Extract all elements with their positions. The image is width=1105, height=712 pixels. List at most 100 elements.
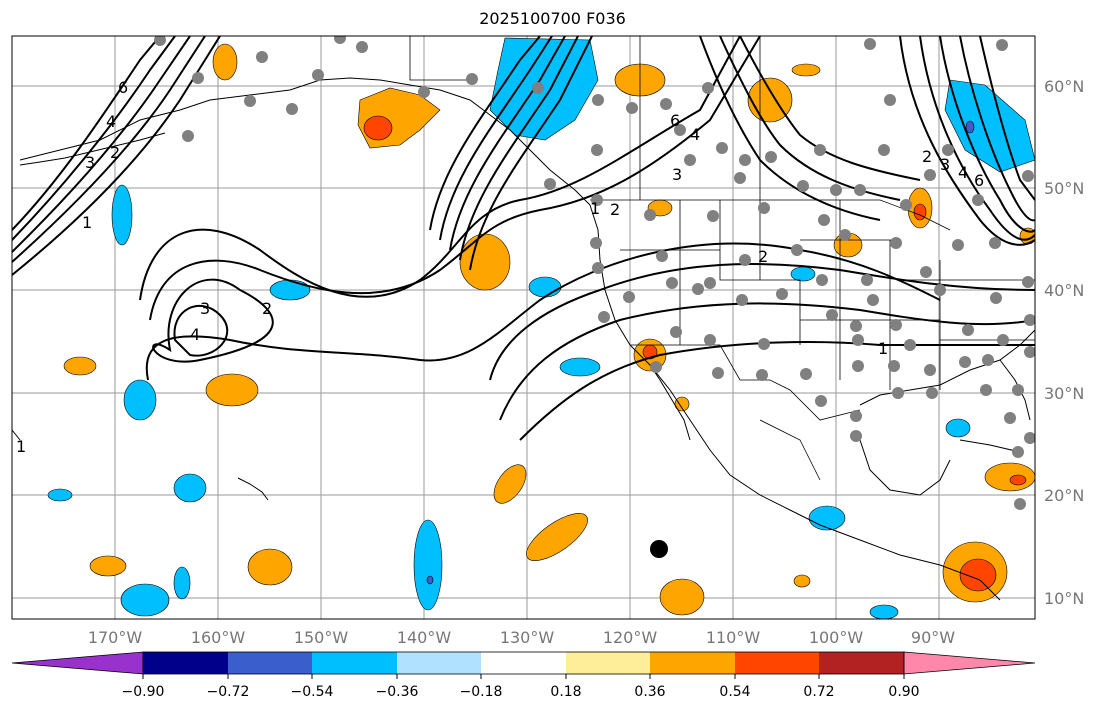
colorbar-segment <box>650 652 735 674</box>
contour-label: 3 <box>672 165 682 184</box>
positive-anomaly-region <box>674 396 690 412</box>
contour-line <box>459 36 579 261</box>
contour-line <box>12 36 221 276</box>
positive-anomaly-region <box>526 513 588 561</box>
contour-line <box>739 36 921 181</box>
negative-anomaly-region <box>869 604 899 619</box>
colorbar-segment <box>735 652 819 674</box>
colorbar-max-extension <box>903 651 1036 675</box>
colorbar-tick-label: 0.54 <box>719 684 750 700</box>
colorbar-tick-label: −0.18 <box>460 684 503 700</box>
colorbar-segment <box>481 652 566 674</box>
longitude-label: 120°W <box>603 628 658 647</box>
latitude-axis: 60°N 50°N 40°N 30°N 20°N 10°N <box>1044 77 1084 608</box>
cuba <box>959 439 1021 453</box>
longitude-label: 100°W <box>809 628 864 647</box>
latitude-label: 20°N <box>1044 486 1084 505</box>
positive-anomaly-region <box>205 373 259 407</box>
colorbar-ticks <box>142 674 905 679</box>
contour-label: 3 <box>200 299 210 318</box>
strong-negative-anomaly <box>965 120 975 134</box>
latitude-label: 50°N <box>1044 179 1084 198</box>
positive-anomaly-region <box>747 77 793 123</box>
us-canada-border <box>590 199 951 231</box>
colorbar-tick-label: −0.36 <box>376 684 419 700</box>
station-markers <box>154 36 1035 510</box>
negative-anomaly-region <box>173 473 207 503</box>
negative-anomaly-region <box>790 266 816 282</box>
contour-label: 1 <box>590 199 600 218</box>
longitude-axis: 170°W 160°W 150°W 140°W 130°W 120°W 110°… <box>88 628 955 647</box>
latitude-label: 10°N <box>1044 589 1084 608</box>
contour-line <box>449 36 566 251</box>
gulf-of-mexico-coast <box>859 329 1035 406</box>
canada-province-line <box>409 36 470 81</box>
negative-anomaly-region <box>559 357 601 377</box>
contour-line <box>145 242 941 381</box>
us-mexico-border <box>630 344 861 421</box>
longitude-label: 90°W <box>911 628 955 647</box>
contour-line <box>439 36 553 241</box>
contour-line <box>699 36 881 221</box>
colorbar-segment <box>397 652 481 674</box>
longitude-label: 110°W <box>706 628 761 647</box>
contour-line <box>173 304 229 357</box>
strong-negative-anomaly <box>426 575 434 585</box>
contour-label: 4 <box>958 163 968 182</box>
longitude-label: 140°W <box>397 628 452 647</box>
west-coast-outline <box>12 429 21 441</box>
contour-label: 1 <box>878 339 888 358</box>
negative-anomaly-region <box>944 79 1035 173</box>
negative-anomaly-region <box>528 276 562 298</box>
storm-center-marker <box>650 540 668 558</box>
contour-label: 2 <box>758 247 768 266</box>
positive-anomaly-region <box>212 43 238 81</box>
colorbar-tick-label: −0.54 <box>291 684 334 700</box>
contour-line <box>469 36 593 271</box>
colorbar-tick-label: 0.72 <box>803 684 834 700</box>
contour-label: 2 <box>922 147 932 166</box>
longitude-label: 160°W <box>191 628 246 647</box>
contour-line <box>489 263 1035 381</box>
colorbar-tick-label: 0.18 <box>550 684 581 700</box>
longitude-label: 150°W <box>294 628 349 647</box>
positive-anomaly-region <box>247 548 293 586</box>
positive-anomaly-region <box>984 462 1035 492</box>
colorbar-outline <box>142 651 905 675</box>
strong-positive-anomaly <box>363 115 393 141</box>
longitude-label: 170°W <box>88 628 143 647</box>
contour-line <box>939 36 1035 233</box>
positive-anomaly-region <box>659 578 705 616</box>
contour-line <box>519 341 1035 441</box>
negative-anomaly-region <box>173 566 191 600</box>
map-title: 2025100700 F036 <box>479 9 626 28</box>
colorbar-segment <box>819 652 904 674</box>
colorbar-min-extension <box>11 651 144 675</box>
contour-line <box>429 36 541 231</box>
contour-label: 4 <box>690 125 700 144</box>
mexico-state-line <box>759 419 821 481</box>
contour-label: 4 <box>106 112 116 131</box>
contour-line <box>12 36 161 231</box>
contour-label: 4 <box>190 325 200 344</box>
contour-label: 3 <box>940 155 950 174</box>
north-america-west-coast <box>589 204 1001 601</box>
contour-line <box>12 36 206 263</box>
contour-label: 1 <box>82 213 92 232</box>
colorbar-tick-label: −0.72 <box>207 684 250 700</box>
negative-anomaly-region <box>120 583 170 617</box>
contour-label: 2 <box>110 143 120 162</box>
positive-anomaly-region <box>791 63 821 77</box>
strong-positive-anomaly <box>1009 474 1027 486</box>
negative-anomaly-region <box>945 418 971 438</box>
latitude-label: 30°N <box>1044 384 1084 403</box>
colorbar-tick-label: −0.90 <box>122 684 165 700</box>
contour-lines <box>12 36 1035 441</box>
negative-anomaly-region <box>269 279 311 301</box>
contour-label: 6 <box>670 111 680 130</box>
contour-label: 1 <box>16 437 26 456</box>
contour-labels: 6 4 3 2 1 6 4 3 2 1 3 2 4 2 1 2 3 4 6 1 <box>16 78 984 456</box>
map-frame <box>11 35 1036 620</box>
contour-label: 6 <box>118 78 128 97</box>
